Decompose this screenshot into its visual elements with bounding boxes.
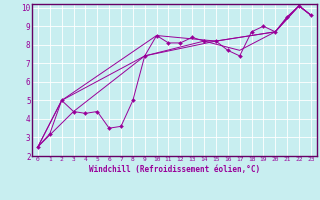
X-axis label: Windchill (Refroidissement éolien,°C): Windchill (Refroidissement éolien,°C) xyxy=(89,165,260,174)
